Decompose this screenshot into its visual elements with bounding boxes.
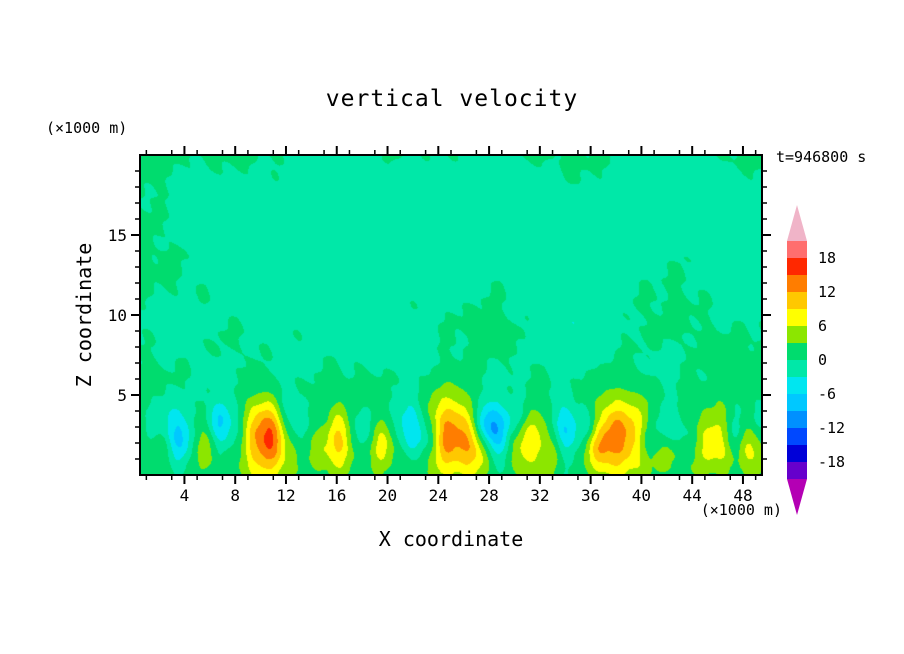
colorbar-band xyxy=(787,326,807,343)
colorbar-band xyxy=(787,292,807,309)
colorbar-label: -18 xyxy=(818,453,845,471)
x-tick-label: 8 xyxy=(230,486,240,505)
x-tick-label: 24 xyxy=(429,486,448,505)
colorbar-band xyxy=(787,462,807,479)
x-tick-label: 32 xyxy=(530,486,549,505)
x-axis-unit: (×1000 m) xyxy=(700,501,782,519)
colorbar-band xyxy=(787,275,807,292)
z-axis-unit: (×1000 m) xyxy=(46,119,128,137)
colorbar-band xyxy=(787,309,807,326)
colorbar-label: 18 xyxy=(818,249,836,267)
x-axis-label: X coordinate xyxy=(378,527,524,551)
time-stamp: t=946800 s xyxy=(776,148,867,166)
x-tick-label: 16 xyxy=(327,486,346,505)
colorbar-band xyxy=(787,428,807,445)
colorbar-label: 12 xyxy=(818,283,836,301)
colorbar-label: -12 xyxy=(818,419,845,437)
z-tick-label: 5 xyxy=(117,386,127,405)
colorbar-band xyxy=(787,343,807,360)
z-tick-label: 15 xyxy=(108,226,127,245)
z-tick-label: 10 xyxy=(108,306,127,325)
colorbar-band xyxy=(787,411,807,428)
plot-title: vertical velocity xyxy=(325,86,579,112)
x-tick-label: 28 xyxy=(479,486,498,505)
x-tick-label: 12 xyxy=(276,486,295,505)
colorbar-label: 6 xyxy=(818,317,827,335)
colorbar-arrow-top xyxy=(787,205,807,241)
z-axis-label: Z coordinate xyxy=(72,242,96,388)
colorbar-band xyxy=(787,258,807,275)
colorbar-band xyxy=(787,360,807,377)
colorbar-band xyxy=(787,445,807,462)
contour-field-canvas xyxy=(140,155,762,475)
colorbar-band xyxy=(787,377,807,394)
colorbar-band xyxy=(787,241,807,258)
x-tick-label: 20 xyxy=(378,486,397,505)
colorbar-arrow-bottom xyxy=(787,479,807,515)
colorbar-band xyxy=(787,394,807,411)
colorbar-label: -6 xyxy=(818,385,836,403)
colorbar-label: 0 xyxy=(818,351,827,369)
x-tick-label: 4 xyxy=(180,486,190,505)
x-tick-label: 36 xyxy=(581,486,600,505)
